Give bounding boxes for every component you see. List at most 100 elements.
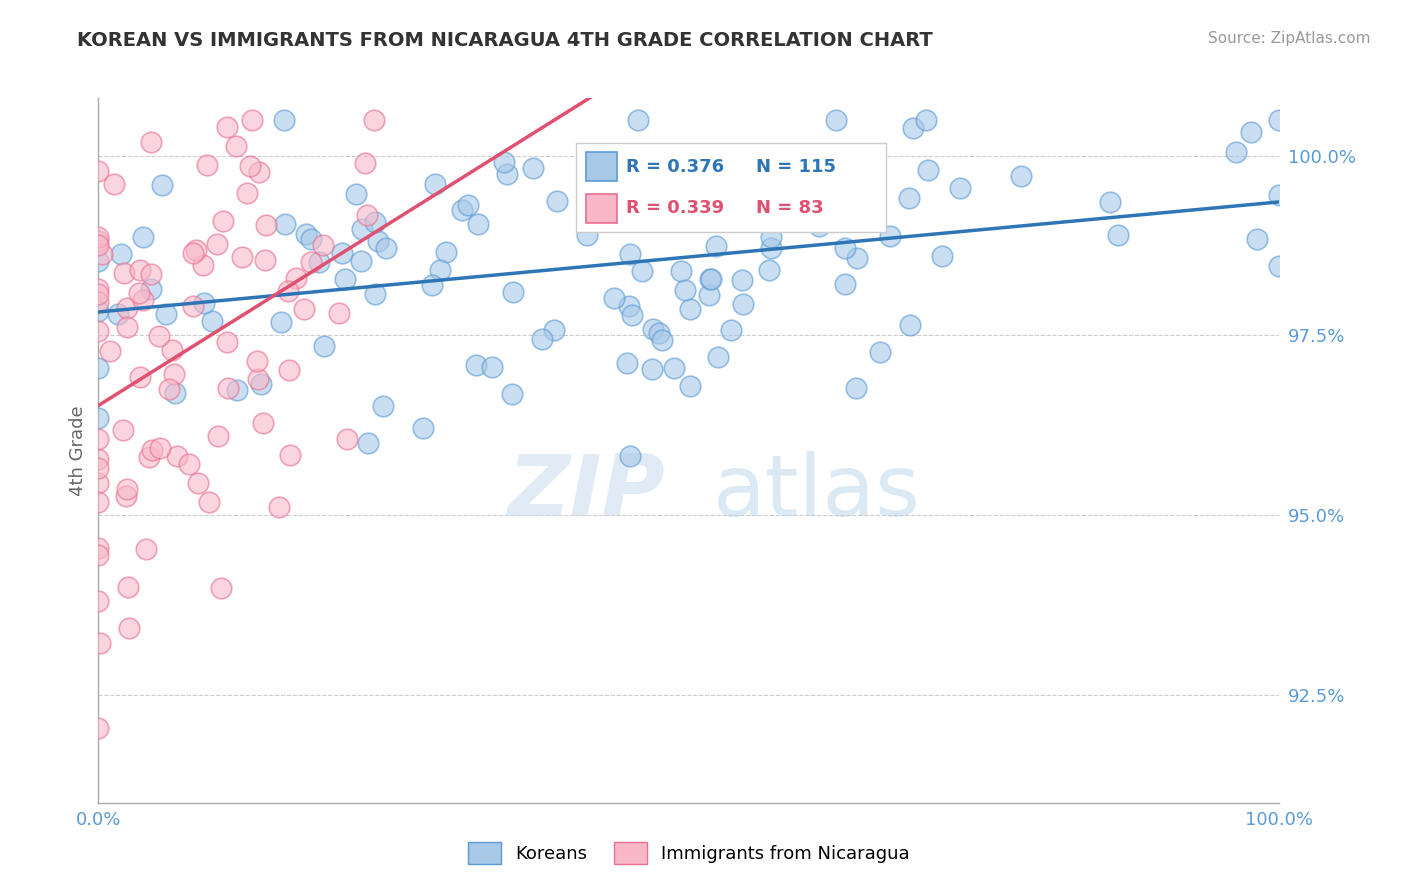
Point: [87, 295, 110, 310]
Point: [207, 429, 229, 443]
Point: [191, 258, 214, 272]
Point: [91, 246, 114, 260]
Point: [434, 244, 457, 259]
Point: [429, 263, 451, 277]
Point: [731, 296, 754, 310]
Point: [87, 461, 110, 475]
Point: [450, 203, 472, 218]
Text: R = 0.339: R = 0.339: [626, 199, 724, 217]
Point: [107, 307, 129, 321]
Point: [117, 580, 139, 594]
Point: [1240, 125, 1263, 139]
Point: [165, 386, 187, 401]
Point: [1268, 112, 1291, 127]
Point: [217, 381, 239, 395]
Point: [825, 112, 848, 127]
Point: [87, 432, 110, 446]
Point: [139, 282, 162, 296]
Point: [110, 246, 132, 260]
Point: [845, 381, 868, 395]
Point: [673, 283, 696, 297]
Point: [1098, 194, 1121, 209]
Point: [129, 370, 152, 384]
Point: [267, 500, 290, 515]
Point: [209, 581, 232, 595]
Point: [89, 636, 111, 650]
Point: [256, 218, 278, 232]
Point: [641, 321, 664, 335]
Point: [714, 190, 737, 204]
Point: [641, 362, 664, 376]
Point: [308, 254, 330, 268]
Point: [720, 323, 742, 337]
Point: [114, 489, 136, 503]
Point: [118, 621, 141, 635]
Point: [634, 203, 657, 218]
Point: [87, 451, 110, 466]
Point: [236, 186, 259, 201]
Point: [481, 360, 503, 375]
Point: [162, 343, 184, 358]
Point: [299, 255, 322, 269]
Point: [197, 158, 219, 172]
Point: [273, 112, 295, 127]
Point: [627, 112, 650, 127]
Point: [1225, 145, 1247, 159]
Point: [328, 306, 350, 320]
Point: [333, 271, 356, 285]
Point: [193, 296, 215, 310]
Point: [246, 353, 269, 368]
Point: [332, 245, 354, 260]
Point: [336, 432, 359, 446]
Point: [901, 120, 924, 135]
Point: [841, 197, 863, 211]
Point: [496, 167, 519, 181]
Point: [602, 291, 624, 305]
Point: [897, 191, 920, 205]
Point: [669, 264, 692, 278]
Point: [198, 495, 221, 509]
Point: [617, 299, 640, 313]
Point: [353, 156, 375, 170]
Point: [239, 160, 262, 174]
Point: [621, 309, 644, 323]
Point: [187, 475, 209, 490]
Point: [141, 267, 163, 281]
Point: [367, 234, 389, 248]
Point: [619, 450, 641, 464]
Point: [280, 448, 302, 462]
Point: [697, 288, 720, 302]
Point: [352, 222, 374, 236]
Point: [1268, 259, 1291, 273]
Point: [364, 214, 387, 228]
Point: [425, 177, 447, 191]
Text: R = 0.376: R = 0.376: [626, 158, 724, 176]
Point: [357, 435, 380, 450]
Point: [531, 332, 554, 346]
Point: [373, 399, 395, 413]
Point: [131, 230, 153, 244]
Point: [252, 417, 274, 431]
Point: [225, 138, 247, 153]
Point: [808, 199, 831, 213]
Point: [177, 457, 200, 471]
Point: [87, 230, 110, 244]
Point: [834, 241, 856, 255]
Point: [467, 218, 489, 232]
Point: [215, 335, 238, 350]
Point: [277, 285, 299, 299]
FancyBboxPatch shape: [586, 194, 617, 223]
Point: [707, 350, 730, 364]
Point: [155, 306, 177, 320]
Point: [87, 253, 110, 268]
Text: KOREAN VS IMMIGRANTS FROM NICARAGUA 4TH GRADE CORRELATION CHART: KOREAN VS IMMIGRANTS FROM NICARAGUA 4TH …: [77, 31, 934, 50]
Point: [737, 200, 759, 214]
Point: [87, 287, 110, 301]
Point: [501, 387, 523, 401]
Point: [201, 314, 224, 328]
Point: [103, 177, 125, 191]
Point: [931, 249, 953, 263]
Point: [344, 186, 367, 201]
Point: [699, 272, 721, 286]
Point: [301, 232, 323, 246]
